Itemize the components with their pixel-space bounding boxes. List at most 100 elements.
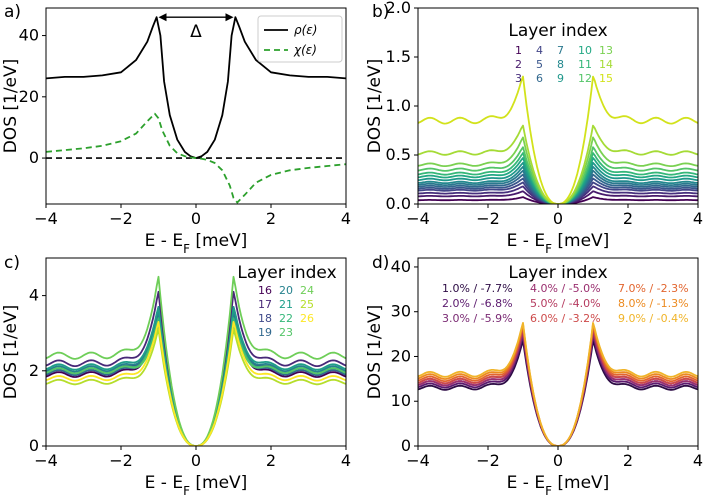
y-tick-label: 2.0 bbox=[386, 0, 411, 17]
series-line-15 bbox=[418, 75, 698, 204]
legend-entry-15: 15 bbox=[599, 72, 613, 85]
legend-entry-7.0% / -2.3%: 7.0% / -2.3% bbox=[618, 282, 689, 295]
y-tick-label: 4 bbox=[29, 286, 39, 305]
series-line-χ(ε) bbox=[46, 112, 346, 204]
series-line-22 bbox=[46, 317, 346, 446]
panel-label: d) bbox=[372, 253, 389, 273]
series-line-5.0% / -4.0% bbox=[418, 328, 698, 446]
legend-entry-1.0% / -7.7%: 1.0% / -7.7% bbox=[442, 282, 513, 295]
legend-entry-16: 16 bbox=[258, 284, 272, 297]
x-tick-label: −4 bbox=[34, 451, 58, 470]
legend-entry-21: 21 bbox=[279, 298, 293, 311]
plot-area bbox=[46, 16, 346, 204]
x-axis-label: E - EF [meV] bbox=[507, 231, 610, 256]
y-tick-label: 20 bbox=[19, 87, 39, 106]
series-line-3 bbox=[418, 185, 698, 204]
y-tick-label: 20 bbox=[391, 346, 411, 365]
x-tick-label: −2 bbox=[476, 451, 500, 470]
legend-entry-7: 7 bbox=[557, 44, 564, 57]
series-line-4.0% / -5.0% bbox=[418, 331, 698, 446]
series-line-17 bbox=[46, 290, 346, 446]
legend-entry-24: 24 bbox=[300, 284, 314, 297]
legend-entry-11: 11 bbox=[578, 58, 592, 71]
y-tick-label: 1.5 bbox=[386, 47, 411, 66]
y-tick-label: 1.0 bbox=[386, 96, 411, 115]
x-axis-label: E - EF [meV] bbox=[145, 231, 248, 256]
series-line-19 bbox=[46, 313, 346, 446]
y-tick-label: 40 bbox=[19, 26, 39, 45]
y-axis-label: DOS [1/eV] bbox=[365, 59, 385, 154]
x-tick-label: 4 bbox=[693, 209, 703, 228]
series-line-7 bbox=[418, 169, 698, 204]
legend-entry-1: 1 bbox=[515, 44, 522, 57]
x-tick-label: 0 bbox=[553, 209, 563, 228]
panel-label: b) bbox=[372, 2, 389, 22]
legend-entry-13: 13 bbox=[599, 44, 613, 57]
legend-entry-3.0% / -5.9%: 3.0% / -5.9% bbox=[442, 312, 513, 325]
series-line-16 bbox=[46, 309, 346, 446]
y-tick-label: 10 bbox=[391, 391, 411, 410]
x-tick-label: 4 bbox=[693, 451, 703, 470]
series-line-23 bbox=[46, 324, 346, 446]
series-line-20 bbox=[46, 309, 346, 446]
delta-label: Δ bbox=[190, 22, 202, 42]
legend-entry-4: 4 bbox=[536, 44, 543, 57]
legend-entry-25: 25 bbox=[300, 298, 314, 311]
series-line-11 bbox=[418, 152, 698, 204]
legend-entry-2.0% / -6.8%: 2.0% / -6.8% bbox=[442, 297, 513, 310]
y-tick-label: 0.5 bbox=[386, 145, 411, 164]
legend-entry-6: 6 bbox=[536, 72, 543, 85]
series-line-3.0% / -5.9% bbox=[418, 333, 698, 446]
x-tick-label: 0 bbox=[191, 451, 201, 470]
legend-entry-8: 8 bbox=[557, 58, 564, 71]
delta-arrow-head-left bbox=[158, 13, 167, 22]
series-line-5 bbox=[418, 177, 698, 204]
legend-entry-10: 10 bbox=[578, 44, 592, 57]
series-line-24 bbox=[46, 275, 346, 446]
series-line-12 bbox=[418, 146, 698, 204]
x-tick-label: −4 bbox=[406, 451, 430, 470]
y-tick-label: 2 bbox=[29, 361, 39, 380]
legend-entry-23: 23 bbox=[279, 326, 293, 339]
series-line-14 bbox=[418, 124, 698, 204]
x-tick-label: −2 bbox=[109, 451, 133, 470]
legend-entry-20: 20 bbox=[279, 284, 293, 297]
legend-entry-18: 18 bbox=[258, 312, 272, 325]
plot-area bbox=[46, 275, 346, 446]
series-line-4 bbox=[418, 181, 698, 204]
legend-entry-19: 19 bbox=[258, 326, 272, 339]
series-line-1.0% / -7.7% bbox=[418, 339, 698, 446]
x-tick-label: 4 bbox=[341, 451, 351, 470]
x-tick-label: 0 bbox=[553, 451, 563, 470]
legend-entry-22: 22 bbox=[279, 312, 293, 325]
panel-label: c) bbox=[4, 253, 20, 273]
y-axis-label: DOS [1/eV] bbox=[1, 305, 21, 400]
y-axis-label: DOS [1/eV] bbox=[365, 305, 385, 400]
x-tick-label: 2 bbox=[623, 451, 633, 470]
y-tick-label: 40 bbox=[391, 257, 411, 276]
legend-title: Layer index bbox=[508, 263, 607, 283]
series-line-10 bbox=[418, 157, 698, 204]
plot-area bbox=[418, 322, 698, 446]
plot-area bbox=[418, 75, 698, 204]
y-tick-label: 30 bbox=[391, 302, 411, 321]
series-line-1 bbox=[418, 196, 698, 204]
panel-label: a) bbox=[4, 2, 21, 22]
series-line-8.0% / -1.3% bbox=[418, 323, 698, 446]
series-line-26 bbox=[46, 321, 346, 446]
legend-entry-2: 2 bbox=[515, 58, 522, 71]
x-tick-label: −4 bbox=[34, 209, 58, 228]
legend-title: Layer index bbox=[237, 263, 336, 283]
legend-title: Layer index bbox=[508, 21, 607, 41]
y-tick-label: 0 bbox=[29, 436, 39, 455]
legend-entry-9: 9 bbox=[557, 72, 564, 85]
legend-entry-8.0% / -1.3%: 8.0% / -1.3% bbox=[618, 297, 689, 310]
series-line-6.0% / -3.2% bbox=[418, 326, 698, 446]
x-tick-label: 4 bbox=[341, 209, 351, 228]
legend-entry-26: 26 bbox=[300, 312, 314, 325]
x-tick-label: 0 bbox=[191, 209, 201, 228]
legend-entry-6.0% / -3.2%: 6.0% / -3.2% bbox=[530, 312, 601, 325]
